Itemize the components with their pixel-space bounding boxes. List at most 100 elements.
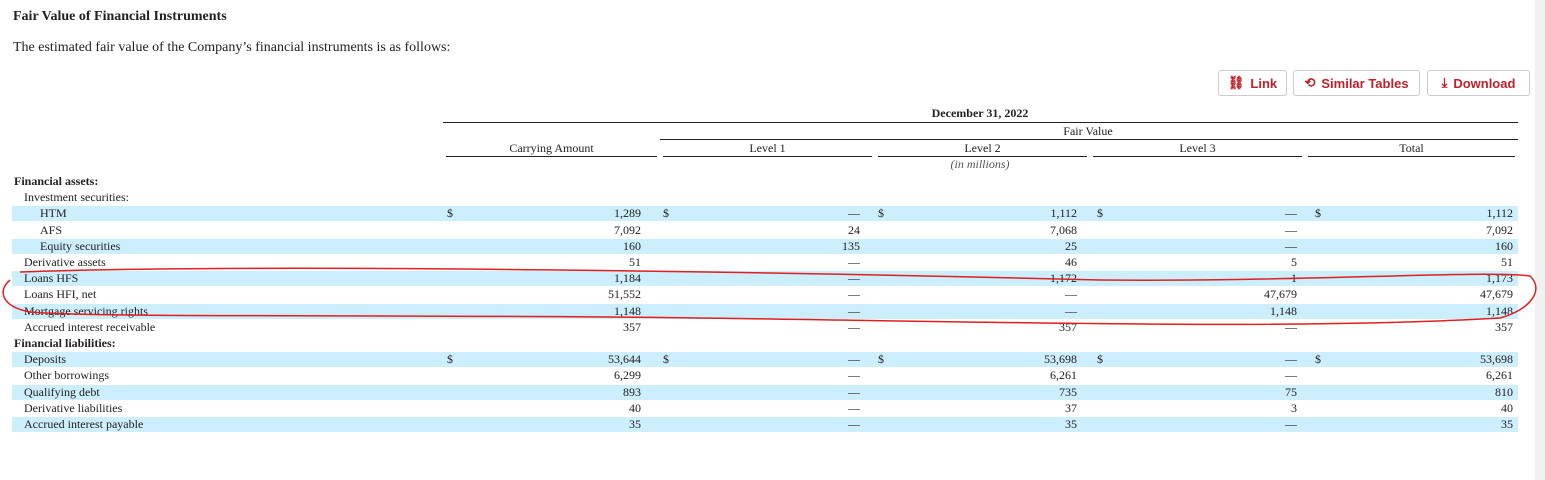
cell: 135 (842, 238, 860, 253)
cell: — (848, 417, 860, 431)
intro: The estimated fair value of the Company’… (13, 40, 451, 55)
cell: 47,679 (1264, 287, 1297, 302)
row-shade (12, 417, 1518, 432)
cell: — (848, 368, 860, 383)
toolbar-button[interactable]: ⟲ Similar Tables (1293, 70, 1420, 96)
row-label: AFS (40, 222, 63, 237)
cell: 25 (1065, 238, 1077, 253)
column-header: Carrying Amount (509, 141, 594, 155)
icon: ⛓ (1227, 75, 1245, 90)
row-label: Mortgage servicing rights (24, 303, 148, 318)
cell: — (1285, 368, 1297, 383)
row-shade (12, 206, 1518, 222)
cell: 1,172 (1050, 271, 1077, 286)
cell: 35 (1065, 417, 1077, 431)
icon: ⤓ (1441, 75, 1448, 90)
cell: 1,148 (614, 303, 641, 318)
currency: $ (1097, 352, 1103, 367)
cell: 6,299 (614, 368, 641, 383)
rule (660, 139, 1518, 140)
cell: 5 (1291, 255, 1297, 269)
button-label: Download (1453, 75, 1516, 91)
cell: 160 (1495, 238, 1513, 253)
cell: 51 (629, 255, 641, 269)
cell: 51,552 (608, 287, 641, 302)
cell: 357 (1059, 319, 1077, 334)
cell: 160 (623, 238, 641, 253)
cell: 40 (629, 400, 641, 415)
cell: 1,173 (1486, 271, 1513, 286)
cell: 37 (1065, 400, 1077, 415)
cell: 75 (1285, 384, 1297, 399)
cell: — (848, 400, 860, 415)
rule (878, 156, 1087, 157)
cell: 35 (629, 417, 641, 431)
currency: $ (878, 206, 884, 221)
cell: 6,261 (1050, 368, 1077, 383)
cell: — (848, 384, 860, 399)
row-label: Qualifying debt (24, 384, 100, 399)
currency: $ (1315, 206, 1321, 221)
row-label: Other borrowings (24, 368, 109, 383)
cell: 735 (1059, 384, 1077, 399)
rule (446, 156, 657, 157)
cell: 810 (1495, 384, 1513, 399)
rule (1093, 156, 1302, 157)
row-shade (12, 238, 1518, 254)
cell: 35 (1501, 417, 1513, 431)
section-title: Financial assets: (14, 174, 99, 188)
row-label: Loans HFI, net (24, 287, 97, 302)
row-label: HTM (40, 206, 67, 221)
group-header: Fair Value (1063, 124, 1113, 138)
cell: — (1285, 417, 1297, 431)
cell: 1,112 (1486, 206, 1513, 221)
cell: 893 (623, 384, 641, 399)
toolbar-button[interactable]: ⛓ Link (1218, 70, 1287, 96)
cell: — (1065, 287, 1077, 302)
row-label: Deposits (24, 352, 66, 367)
row-label: Equity securities (40, 238, 121, 253)
cell: — (1285, 206, 1297, 221)
cell: — (1065, 303, 1077, 318)
cell: — (1285, 352, 1297, 367)
row-label: Derivative liabilities (24, 400, 123, 415)
cell: 6,261 (1486, 368, 1513, 383)
column-header: Level 3 (1179, 141, 1216, 155)
column-header: Level 1 (749, 141, 786, 155)
toolbar-button[interactable]: ⤓ Download (1427, 70, 1530, 96)
cell: — (1285, 238, 1297, 253)
row-label: Accrued interest receivable (24, 319, 156, 334)
row-label: Loans HFS (24, 271, 79, 286)
cell: 7,068 (1050, 222, 1077, 237)
cell: 1,112 (1050, 206, 1077, 221)
column-header: Level 2 (964, 141, 1001, 155)
cell: 47,679 (1480, 287, 1513, 302)
row-label: Accrued interest payable (24, 417, 144, 431)
column-header: Total (1399, 141, 1424, 155)
section-title: Financial liabilities: (14, 336, 116, 350)
row-shade (12, 352, 1518, 368)
currency: $ (663, 206, 669, 221)
cell: — (1285, 222, 1297, 237)
cell: 1,148 (1270, 303, 1297, 318)
cell: 46 (1065, 255, 1077, 269)
cell: — (1285, 319, 1297, 334)
cell: 1,184 (614, 271, 641, 286)
row-label: Derivative assets (24, 255, 106, 269)
currency: $ (447, 206, 453, 221)
cell: 40 (1501, 400, 1513, 415)
scrollbar (1535, 0, 1545, 480)
currency: $ (663, 352, 669, 367)
currency: $ (878, 352, 884, 367)
button-label: Similar Tables (1321, 75, 1409, 91)
rule (663, 156, 872, 157)
button-label: Link (1250, 75, 1278, 91)
cell: — (848, 352, 860, 367)
title: Fair Value of Financial Instruments (13, 9, 227, 24)
cell: — (848, 303, 860, 318)
rule (443, 122, 1518, 123)
cell: 3 (1291, 400, 1297, 415)
cell: 53,698 (1044, 352, 1077, 367)
cell: — (848, 271, 860, 286)
